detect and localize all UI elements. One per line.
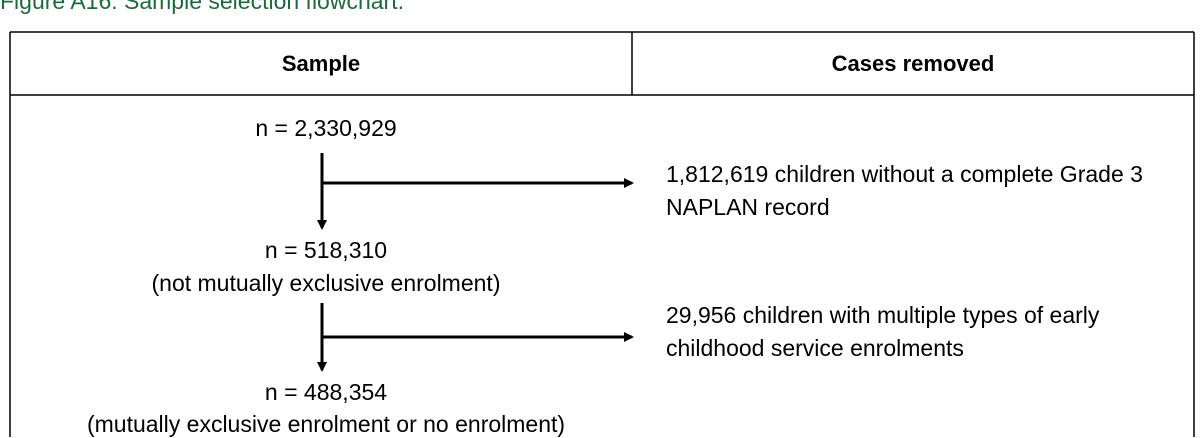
sample-note: (not mutually exclusive enrolment) bbox=[151, 270, 501, 296]
header-cell: Cases removed bbox=[831, 51, 995, 76]
cases-removed: 29,956 children with multiple types of e… bbox=[666, 302, 1100, 361]
arrows bbox=[317, 153, 634, 372]
sample-count: n = 2,330,929 bbox=[255, 115, 397, 141]
sample-count: n = 518,310 bbox=[264, 237, 388, 263]
header-cell: Sample bbox=[281, 51, 361, 76]
figure-title: Figure A16: Sample selection flowchart. bbox=[0, 0, 404, 14]
cases-removed: 1,812,619 children without a complete Gr… bbox=[666, 161, 1143, 220]
sample-note: (mutually exclusive enrolment or no enro… bbox=[86, 411, 566, 437]
sample-count: n = 488,354 bbox=[264, 379, 388, 405]
table-border bbox=[9, 31, 1195, 437]
